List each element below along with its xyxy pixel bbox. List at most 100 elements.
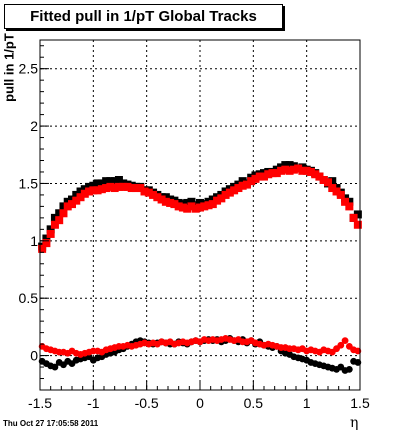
data-point [247,177,256,186]
data-point [217,194,226,203]
data-point [119,182,128,191]
data-point [72,190,81,199]
data-point [42,239,51,248]
chart-title-box: Fitted pull in 1/pT Global Tracks [4,4,283,29]
data-point [213,196,222,205]
data-point [298,166,307,175]
data-point [345,202,354,211]
data-point [255,172,264,181]
data-point [114,176,123,184]
data-point [349,213,358,222]
data-point [345,365,353,373]
x-tick-label: -1 [87,395,100,411]
data-point [68,200,76,209]
y-tick-label: 1 [30,233,38,249]
data-point [89,181,98,190]
data-point [234,184,243,193]
data-point [76,187,85,196]
x-tick-label: -1.5 [28,395,52,411]
data-point [153,193,162,202]
data-point [149,190,158,199]
data-point [80,185,89,194]
data-point [161,197,170,206]
data-point [328,184,337,193]
data-point [187,197,196,206]
data-point [93,186,102,195]
axis-ticks: -1.5 -1 -0.5 0 0.5 1 1.5 0 0.5 1 1.5 2 2.5 [19,45,370,411]
data-point [281,161,290,170]
y-axis-label: pull in 1/pT [1,33,17,102]
data-point [51,363,59,371]
data-point [110,177,119,186]
data-point [200,202,209,211]
data-point [110,184,119,193]
data-point [238,177,247,186]
data-point [93,179,102,188]
data-point [178,203,187,212]
data-point [102,177,111,186]
grid-lines [39,40,361,390]
data-point [72,196,81,205]
data-point [204,201,213,210]
data-point [144,188,153,197]
data-point [63,197,72,206]
data-point [196,203,204,212]
data-point [59,209,68,218]
data-point [123,182,132,191]
data-point [89,186,98,195]
data-markers [38,161,362,374]
data-point [106,182,115,191]
data-point [55,216,64,225]
data-point [166,198,175,207]
chart-title: Fitted pull in 1/pT Global Tracks [30,8,257,25]
data-point [174,202,183,211]
y-tick-label: 2 [30,118,38,134]
data-point [345,197,354,206]
data-point [285,166,294,175]
data-point [196,198,204,207]
data-point [157,195,166,204]
data-point [80,189,89,198]
data-point [42,234,51,243]
data-point [306,167,315,176]
data-point [183,198,192,207]
y-tick-label: 0.5 [19,290,39,306]
data-point [294,164,303,173]
data-point [59,202,68,211]
data-point [114,182,123,191]
data-point [46,229,55,238]
data-point [341,197,350,206]
data-point [264,170,273,179]
data-point [208,200,217,209]
data-point [353,210,362,219]
data-point [268,169,277,178]
x-tick-label: -0.5 [135,395,159,411]
data-point [170,200,179,209]
data-point [183,204,192,213]
data-point [85,182,94,191]
data-point [191,204,200,213]
data-point [242,180,251,189]
data-point [230,186,239,195]
data-point [68,195,76,204]
data-point [136,184,145,193]
y-tick-label: 2.5 [19,61,39,77]
x-tick-label: 1.5 [350,395,370,411]
footer-timestamp: Thu Oct 27 17:05:58 2011 [3,419,99,428]
data-point [341,337,349,345]
data-point [302,166,311,175]
x-tick-label: 0 [196,395,204,411]
data-point [272,169,281,178]
data-point [85,187,94,196]
data-point [97,185,106,194]
data-point [251,174,260,183]
data-point [281,165,290,174]
data-point [337,341,345,349]
data-point [208,195,217,204]
data-point [50,213,59,222]
data-point [221,190,230,199]
y-tick-label: 0 [30,348,38,364]
data-point [328,177,337,186]
data-point [353,220,362,229]
